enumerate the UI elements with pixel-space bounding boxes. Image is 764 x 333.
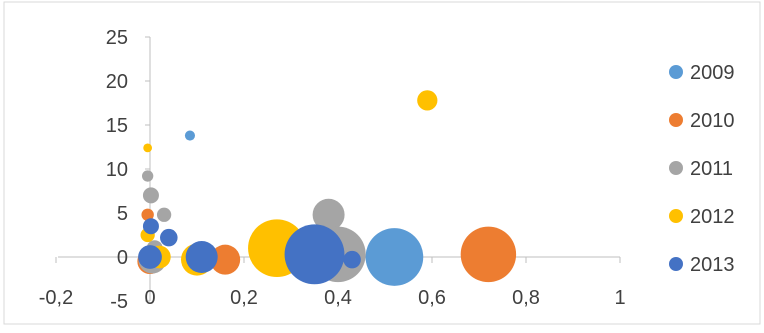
bubble-2013 [138, 245, 162, 269]
bubble-2013 [343, 250, 361, 269]
legend-marker-2009 [669, 65, 683, 79]
legend: 2009 2010 2011 2012 2013 [669, 62, 735, 276]
legend-marker-2013 [669, 257, 683, 271]
y-tick-label: 10 [106, 159, 128, 181]
bubble-2010 [460, 226, 517, 283]
y-tick-label: 0 [117, 247, 128, 269]
x-tick-label: 0 [144, 287, 155, 309]
bubble-2013 [160, 228, 178, 247]
x-tick-label: 0,4 [324, 287, 352, 309]
legend-label-2013: 2013 [690, 254, 735, 276]
x-tick-label: 0,2 [230, 287, 258, 309]
x-tick-label: 1 [614, 287, 625, 309]
legend-marker-2010 [669, 113, 683, 127]
bubble-2013 [284, 224, 345, 285]
bubble-2010 [210, 244, 241, 275]
bubble-2009 [184, 130, 196, 141]
bubble-2012 [417, 90, 438, 111]
bubble-2010 [141, 208, 154, 221]
legend-marker-2011 [669, 161, 683, 175]
y-tick-label: 20 [106, 71, 128, 93]
y-tick-label: 5 [117, 203, 128, 225]
bubble-2011 [312, 198, 345, 231]
x-tick-label: -0,2 [39, 287, 73, 309]
y-tick-label: 25 [106, 27, 128, 49]
legend-label-2010: 2010 [690, 110, 735, 132]
bubble-2009 [365, 228, 424, 286]
bubble-2013 [185, 241, 218, 273]
bubble-2011 [141, 170, 154, 182]
legend-label-2012: 2012 [690, 206, 735, 228]
x-tick-label: 0,6 [418, 287, 446, 309]
bubble-2013 [142, 218, 159, 235]
legend-marker-2012 [669, 209, 683, 223]
bubble-2011 [156, 207, 172, 222]
y-tick-label: 15 [106, 115, 128, 137]
legend-label-2011: 2011 [690, 158, 733, 180]
bubble-2011 [142, 187, 159, 204]
legend-label-2009: 2009 [690, 62, 735, 84]
y-tick-label: -5 [110, 291, 128, 313]
x-tick-label: 0,8 [512, 287, 540, 309]
bubble-2012 [143, 143, 153, 153]
